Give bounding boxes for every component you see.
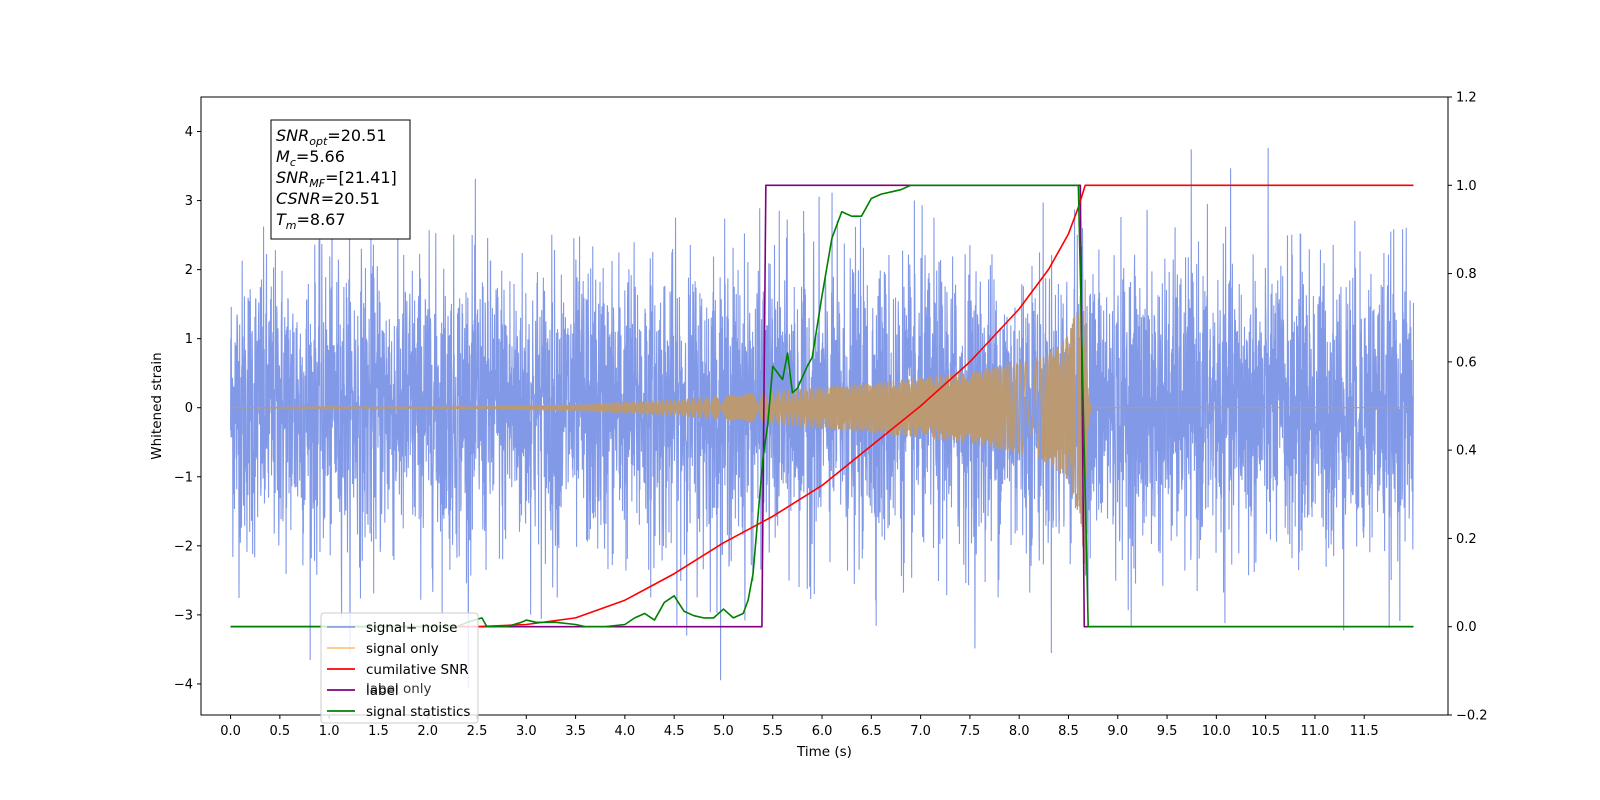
legend: label only signal+ noise signal only cumila… — [320, 612, 479, 724]
x-tick-label: 4.5 — [664, 724, 685, 739]
y-right-tick-label: 1.2 — [1456, 91, 1477, 106]
x-tick-label: 3.0 — [516, 724, 537, 739]
x-tick-label: 8.0 — [1009, 724, 1030, 739]
y-axis-label-left: Whitened strain — [149, 352, 165, 459]
x-tick-label: 1.5 — [368, 724, 389, 739]
x-tick-label: 5.5 — [762, 724, 783, 739]
annotation-line: Mc=5.66 — [276, 147, 345, 169]
annotation-box: SNRopt=20.51Mc=5.66SNRMF=[21.41]CSNR=20.… — [270, 119, 411, 240]
x-tick-label: 3.5 — [565, 724, 586, 739]
plot-frame — [200, 96, 1449, 716]
annotation-line: SNRopt=20.51 — [276, 126, 387, 148]
annotation-line: SNRMF=[21.41] — [276, 168, 397, 190]
x-tick-label: 10.0 — [1202, 724, 1231, 739]
series-cumulative-snr-line — [230, 184, 1414, 628]
legend-label: signal only — [366, 641, 439, 657]
x-tick-label: 6.0 — [812, 724, 833, 739]
y-right-tick-label: 0.0 — [1456, 620, 1477, 635]
x-tick-label: 1.0 — [319, 724, 340, 739]
annotation-line: CSNR=20.51 — [276, 189, 380, 208]
x-tick-label: 4.0 — [615, 724, 636, 739]
x-tick-label: 11.0 — [1300, 724, 1329, 739]
y-right-tick-label: 0.4 — [1456, 444, 1477, 459]
annotation-line: Tm=8.67 — [276, 210, 346, 232]
y-right-tick-label: 0.8 — [1456, 267, 1477, 282]
y-left-tick-label: −2 — [174, 539, 193, 554]
x-tick-label: 7.5 — [960, 724, 981, 739]
x-tick-label: 11.5 — [1350, 724, 1379, 739]
series-signal-only-line — [230, 279, 1414, 564]
x-tick-label: 0.0 — [220, 724, 241, 739]
x-tick-label: 7.0 — [910, 724, 931, 739]
x-tick-label: 0.5 — [270, 724, 291, 739]
x-tick-label: 6.5 — [861, 724, 882, 739]
legend-frame — [320, 612, 479, 724]
y-left-tick-label: 0 — [185, 401, 193, 416]
y-left-tick-label: 2 — [185, 263, 193, 278]
legend-label: signal statistics — [366, 704, 470, 720]
legend-label: label — [366, 683, 399, 699]
y-left-tick-label: 4 — [185, 125, 193, 140]
x-tick-label: 10.5 — [1251, 724, 1280, 739]
series-layer — [230, 147, 1415, 688]
annotation-frame — [270, 119, 411, 240]
x-axis-label: Time (s) — [796, 744, 852, 760]
y-left-tick-label: 1 — [185, 332, 193, 347]
x-tick-label: 5.0 — [713, 724, 734, 739]
legend-overlapped-text: label only — [366, 681, 432, 697]
y-left-tick-label: −3 — [174, 608, 193, 623]
x-tick-label: 2.5 — [467, 724, 488, 739]
y-right-tick-label: −0.2 — [1456, 709, 1488, 724]
y-axis-left: −4 −3 −2 −1 0 1 2 3 4 — [174, 125, 201, 692]
y-left-tick-label: 3 — [185, 194, 193, 209]
x-tick-label: 9.5 — [1157, 724, 1178, 739]
series-signal-statistics-line — [230, 184, 1414, 628]
legend-label: signal+ noise — [366, 620, 457, 636]
y-right-tick-label: 0.6 — [1456, 355, 1477, 370]
y-axis-right: −0.2 0.0 0.2 0.4 0.6 0.8 1.0 1.2 — [1448, 91, 1488, 724]
y-left-tick-label: −1 — [174, 470, 193, 485]
x-tick-label: 8.5 — [1058, 724, 1079, 739]
x-tick-label: 9.0 — [1107, 724, 1128, 739]
y-right-tick-label: 0.2 — [1456, 532, 1477, 547]
y-left-tick-label: −4 — [174, 677, 193, 692]
x-tick-label: 2.0 — [417, 724, 438, 739]
y-right-tick-label: 1.0 — [1456, 179, 1477, 194]
legend-label: cumilative SNR — [366, 662, 469, 678]
series-signal-noise-line — [230, 147, 1415, 688]
x-axis: 0.0 0.5 1.0 1.5 2.0 2.5 3.0 3.5 4.0 4.5 5.0 5.5 6.0 6… — [220, 715, 1379, 739]
